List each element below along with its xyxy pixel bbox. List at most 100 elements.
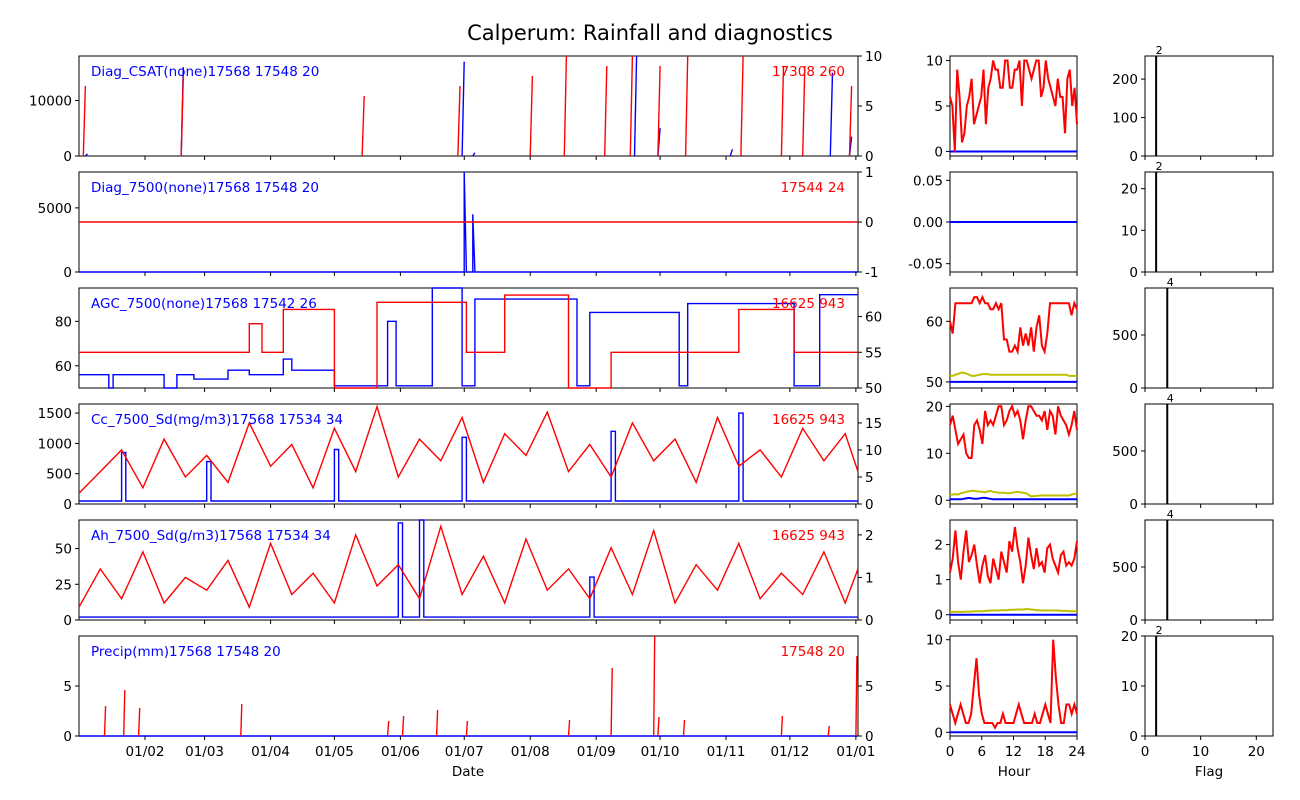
flag-panel-1-axis-tick-label-1: 100 [1112,111,1138,127]
hour-panel-1-red-line [949,59,1078,152]
flag-panel-2-axis-tick-label-1: 10 [1121,223,1138,239]
time-tick-label-8: 01/10 [641,744,680,760]
panel-precip-right-series-6 [435,709,439,737]
panel-diag-7500-right-axis-tick-label-1: 0 [865,215,874,231]
flag-panel-5-frame [1144,519,1274,621]
panel-diag-csat-left-series-7 [829,72,834,157]
time-tick-label-4: 01/06 [381,744,420,760]
hour-panel-4-yellow-line [950,489,1077,498]
hour-panel-3-axis-tick-label-1: 60 [926,314,943,330]
flag-panel-5-bar-label: 4 [1167,508,1174,521]
flag-panel-1-frame [1144,55,1274,157]
panel-precip-left-text: Precip(mm)17568 17548 20 [91,644,281,660]
panel-precip-right-series-13 [780,715,784,737]
hour-panel-4-red-line [949,403,1078,459]
panel-precip-right-series-11 [653,635,656,737]
hour-panel-4-axis-tick-label-2: 20 [926,399,943,415]
flag-panel-4-axis-tick-label-1: 500 [1112,444,1138,460]
panel-cc-7500-sd-right-axis-tick-label-0: 0 [865,497,874,513]
hour-panel-4-frame [949,403,1078,505]
panel-precip-right-series-14 [827,725,830,737]
flag-panel-3-bar-label: 4 [1167,276,1174,289]
panel-diag-csat-right-series-8 [657,65,661,157]
panel-cc-7500-sd-left-text: Cc_7500_Sd(mg/m3)17568 17534 34 [91,412,343,428]
hour-panel-6-axis-tick-label-2: 10 [926,633,943,649]
flag-panel-3-axis-tick-label-1: 500 [1112,328,1138,344]
panel-agc-7500-right-axis-tick-label-2: 60 [865,310,882,326]
flag-panel-6-axis-tick-label-0: 0 [1129,729,1138,745]
panel-precip-right-series-10 [657,716,660,737]
flag-panel-1-bar-label: 2 [1156,44,1163,57]
hour-panel-5-red-line [949,526,1078,584]
time-tick-label-11: 01/01 [836,744,875,760]
panel-diag-csat-right-series-0 [82,85,87,157]
panel-agc-7500-right-text: 16625 943 [772,296,845,312]
panel-diag-csat-left-series-3 [472,152,476,157]
panel-diag-7500-right-axis-tick-label-0: -1 [865,265,878,281]
time-tick-label-5: 01/07 [445,744,484,760]
panel-agc-7500-left-text: AGC_7500(none)17568 17542 26 [91,296,317,312]
panel-agc-7500-right-axis-tick-label-1: 55 [865,345,882,361]
time-tick-label-1: 01/03 [185,744,224,760]
panel-agc-7500-left-axis-tick-label-0: 60 [55,359,72,375]
hour-panel-5-axis-tick-label-1: 1 [934,573,943,589]
flag-panel-6-axis-tick-label-1: 10 [1121,679,1138,695]
hour-axis-label: Hour [998,764,1031,780]
panel-precip-right-series-7 [465,720,469,737]
panel-diag-csat-right-axis-tick-label-2: 10 [865,49,882,65]
time-tick-label-2: 01/04 [251,744,290,760]
panel-cc-7500-sd-left-axis-tick-label-2: 1000 [38,436,72,452]
hour-panel-6-axis-tick-label-1: 5 [934,679,943,695]
hour-tick-label-3: 18 [1037,744,1054,760]
panel-diag-7500-right-axis-tick-label-2: 1 [865,165,874,181]
figure-title: Calperum: Rainfall and diagnostics [467,21,833,45]
hour-panel-1-axis-tick-label-2: 10 [926,54,943,70]
panel-ah-7500-sd-left-text: Ah_7500_Sd(g/m3)17568 17534 34 [91,528,331,544]
hour-panel-2-axis-tick-label-1: 0.00 [913,215,943,231]
flag-panel-6-bar-label: 2 [1156,624,1163,637]
panel-precip-right-text: 17548 20 [781,644,845,660]
time-tick-label-0: 01/02 [126,744,165,760]
time-tick-label-6: 01/08 [511,744,550,760]
hour-panel-5-axis-tick-label-0: 0 [934,608,943,624]
hour-tick-label-0: 0 [946,744,955,760]
panel-diag-csat-right-series-4 [529,75,534,157]
panel-ah-7500-sd-left-axis-tick-label-2: 50 [55,542,72,558]
panel-diag-7500-left-axis-tick-label-0: 0 [63,265,72,281]
hour-tick-label-2: 12 [1005,744,1022,760]
time-axis-label: Date [452,764,484,780]
flag-panel-3-axis-tick-label-0: 0 [1129,381,1138,397]
flag-tick-label-0: 0 [1141,744,1150,760]
panel-diag-csat-right-series-11 [780,65,785,157]
panel-precip-right-series-15 [855,655,858,737]
flag-panel-5-axis-tick-label-0: 0 [1129,613,1138,629]
panel-diag-csat-right-series-7 [629,55,634,157]
panel-agc-7500-right-series-0 [79,294,858,389]
panel-precip-right-series-5 [401,715,405,737]
hour-panel-2-axis-tick-label-2: 0.05 [913,173,943,189]
panel-diag-csat-left-series-4 [633,55,638,157]
panel-precip-right-series-8 [567,719,571,737]
panel-diag-csat-left-text: Diag_CSAT(none)17568 17548 20 [91,64,319,80]
panel-cc-7500-sd-frame [78,403,859,505]
flag-panel-6-frame [1144,635,1274,737]
panel-diag-csat-right-series-13 [848,85,853,157]
panel-ah-7500-sd-right-axis-tick-label-0: 0 [865,613,874,629]
panel-diag-7500-left-series-0 [79,171,858,273]
panel-agc-7500-left-series-0 [79,287,858,389]
panel-precip-right-series-3 [240,703,243,737]
panel-agc-7500-left-axis-tick-label-1: 80 [55,314,72,330]
panel-diag-csat-left-axis-tick-label-0: 0 [63,149,72,165]
panel-diag-csat-left-series-0 [84,153,89,157]
hour-panel-4-axis-tick-label-0: 0 [934,493,943,509]
panel-diag-csat-right-series-3 [457,85,461,157]
time-tick-label-9: 01/11 [707,744,746,760]
hour-panel-6-axis-tick-label-0: 0 [934,725,943,741]
panel-precip-right-series-12 [682,719,686,737]
time-tick-label-3: 01/05 [315,744,354,760]
panel-diag-csat-right-series-6 [604,65,608,157]
flag-panel-6-axis-tick-label-2: 20 [1121,629,1138,645]
hour-panel-3-axis-tick-label-0: 50 [926,375,943,391]
panel-diag-csat-left-series-6 [729,149,734,157]
